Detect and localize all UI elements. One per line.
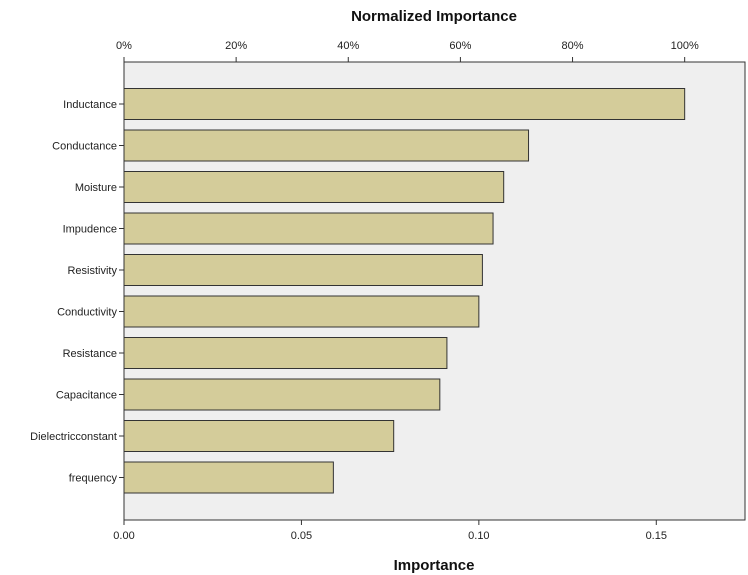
bar (123, 254, 483, 286)
category-label: Capacitance (56, 390, 117, 402)
bar (123, 129, 530, 162)
category-label: Dielectricconstant (30, 431, 117, 443)
x-tick-label: 0.05 (291, 530, 312, 542)
top-tick-label: 80% (562, 40, 584, 52)
category-label: Conductance (52, 141, 117, 153)
top-tick-label: 0% (116, 40, 132, 52)
x-tick-label: 0.10 (468, 530, 489, 542)
top-tick-label: 60% (449, 40, 471, 52)
bottom-axis-title: Importance (394, 557, 475, 574)
bar (123, 212, 494, 245)
category-label: frequency (69, 473, 118, 485)
category-label: Conductivity (57, 307, 117, 319)
top-tick-label: 100% (671, 40, 699, 52)
bar (123, 295, 480, 328)
top-axis-title: Normalized Importance (351, 8, 517, 25)
bar (123, 378, 441, 411)
category-label: Inductance (63, 99, 117, 111)
category-label: Resistance (63, 348, 117, 360)
category-label: Moisture (75, 182, 117, 194)
bottom-axis: 0.00 0.05 0.10 0.15 (113, 520, 667, 542)
bar (123, 171, 505, 203)
bar (123, 420, 395, 452)
top-tick-label: 40% (337, 40, 359, 52)
category-label: Resistivity (67, 265, 117, 277)
x-tick-label: 0.15 (646, 530, 667, 542)
bar (123, 88, 686, 120)
category-label: Impudence (63, 224, 117, 236)
category-axis: Inductance Conductance Moisture Impudence Re… (30, 99, 124, 485)
x-tick-label: 0.00 (113, 530, 134, 542)
bar (123, 337, 448, 369)
top-axis: 0% 20% 40% 60% 80% 100% (116, 40, 699, 62)
top-tick-label: 20% (225, 40, 247, 52)
bars-group (123, 88, 686, 494)
bar (123, 461, 334, 494)
